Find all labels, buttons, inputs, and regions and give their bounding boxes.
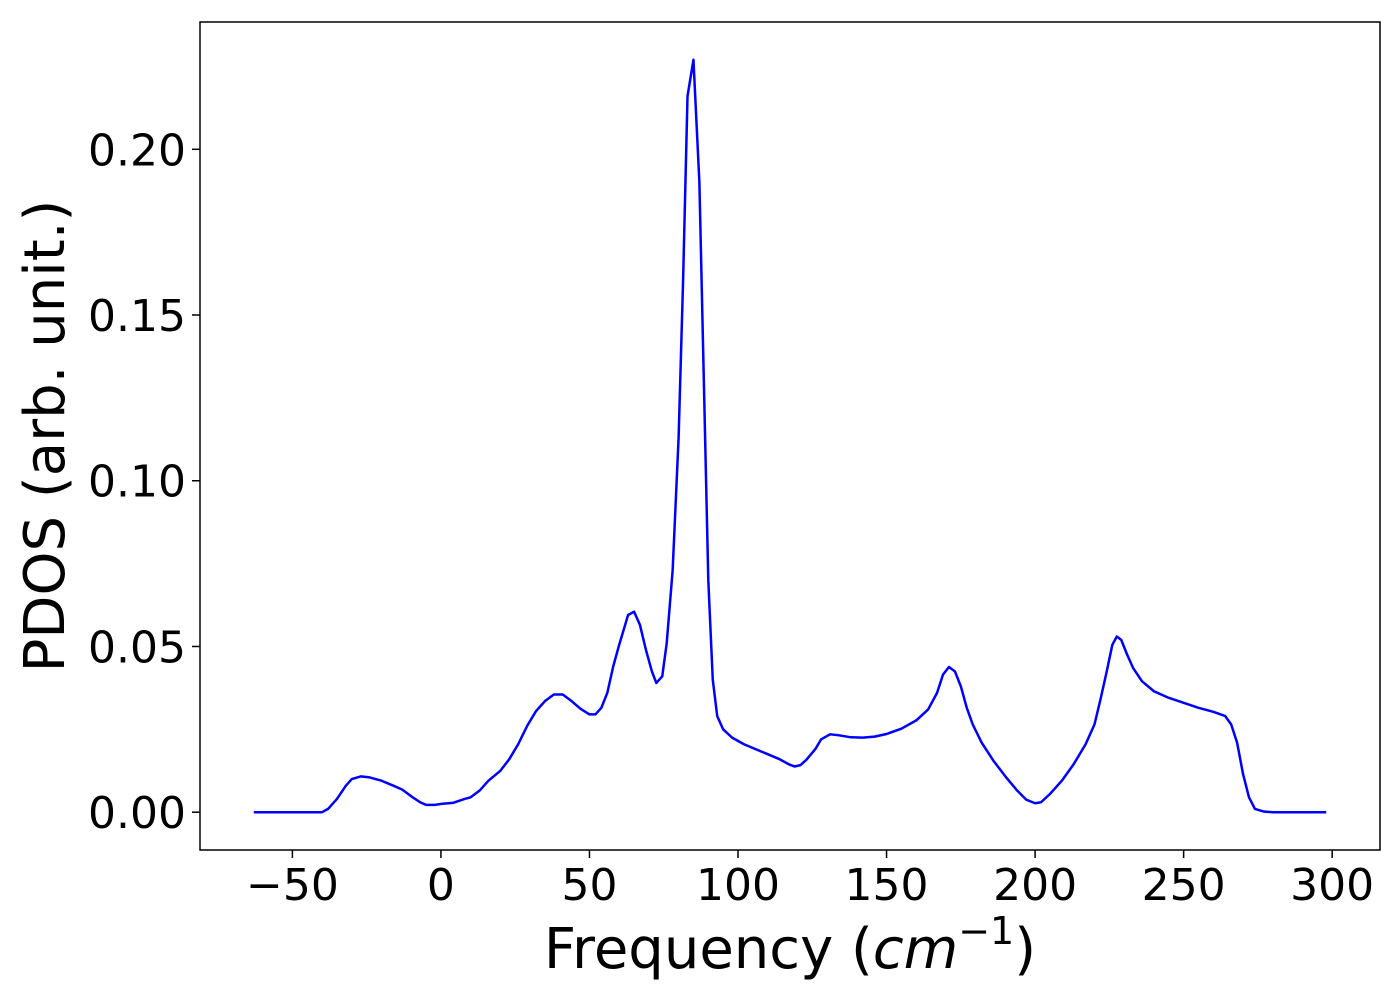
y-tick-label: 0.00 — [88, 788, 186, 839]
y-axis-label: PDOS (arb. unit.) — [13, 200, 78, 673]
x-label-unit: cm — [873, 917, 958, 982]
data-line — [253, 58, 1327, 814]
x-tick-label: 100 — [696, 860, 780, 911]
plot-frame — [199, 21, 1381, 851]
y-tick-label: 0.20 — [88, 125, 186, 176]
x-tick-label: 200 — [993, 860, 1077, 911]
x-label-close: ) — [1014, 917, 1036, 982]
x-tick-label: 300 — [1290, 860, 1374, 911]
x-tick-label: −50 — [246, 860, 339, 911]
x-tick-label: 250 — [1142, 860, 1226, 911]
x-tick-label: 150 — [845, 860, 929, 911]
x-tick-label: 50 — [561, 860, 617, 911]
y-tick-label: 0.15 — [88, 291, 186, 342]
x-label-text: Frequency ( — [544, 917, 873, 982]
x-tick-label: 0 — [427, 860, 455, 911]
x-label-exponent: −1 — [958, 909, 1014, 953]
y-tick-label: 0.05 — [88, 622, 186, 673]
y-tick-label: 0.10 — [88, 457, 186, 508]
x-axis-label: Frequency (cm−1) — [544, 909, 1036, 982]
